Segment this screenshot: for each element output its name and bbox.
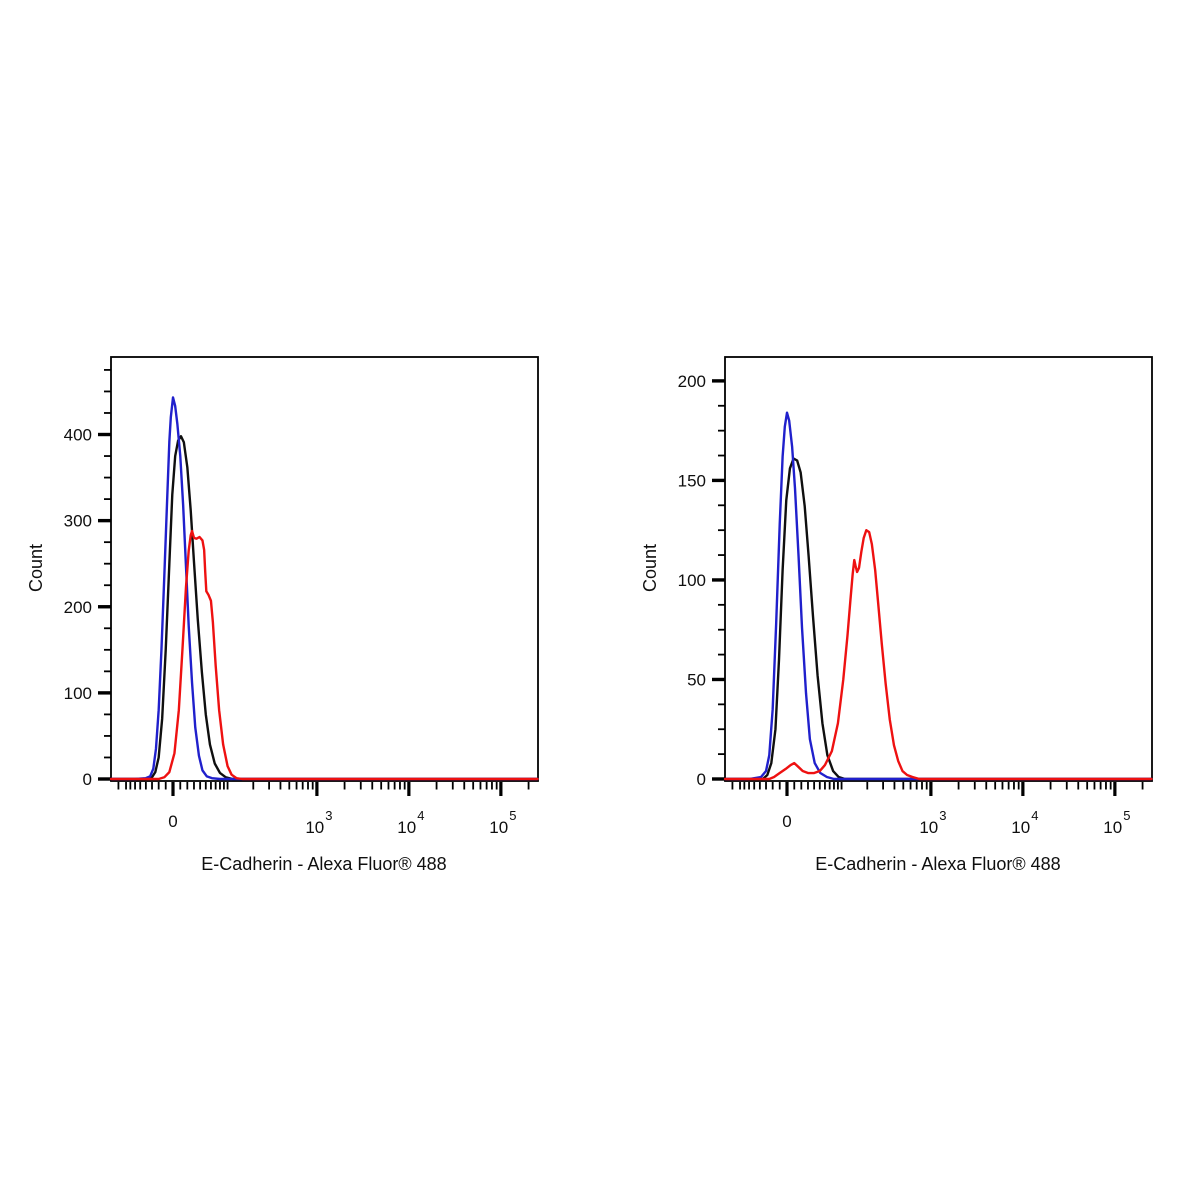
generated-plot-elements: 0 100 200 300 400 0 103 104 105 0 50 100 150 200 0 103 1… <box>64 356 1153 837</box>
x-tick-label: 0 <box>168 812 177 831</box>
y-tick-label: 150 <box>678 471 706 490</box>
y-tick-label: 50 <box>687 670 706 689</box>
y-tick-label: 400 <box>64 426 92 445</box>
axis-titles: Count E-Cadherin - Alexa Fluor® 488 Coun… <box>26 544 1061 874</box>
series-red-curve <box>109 529 539 781</box>
series-black-curve <box>109 435 539 781</box>
y-tick-label: 100 <box>678 571 706 590</box>
left-x-axis-title: E-Cadherin - Alexa Fluor® 488 <box>201 854 446 874</box>
y-tick-label: 200 <box>64 598 92 617</box>
plot-frame <box>724 356 1153 782</box>
y-tick-label: 300 <box>64 512 92 531</box>
series-blue-curve <box>109 396 539 781</box>
series-black-curve <box>723 457 1153 781</box>
plot-frame <box>110 356 539 782</box>
series-red-curve <box>723 528 1153 781</box>
y-tick-label: 100 <box>64 684 92 703</box>
left-y-axis-title: Count <box>26 544 46 592</box>
y-tick-label: 200 <box>678 372 706 391</box>
x-tick-label: 104 <box>1011 808 1038 837</box>
right-plot: 0 50 100 150 200 0 103 104 105 <box>678 356 1153 837</box>
right-x-axis-title: E-Cadherin - Alexa Fluor® 488 <box>815 854 1060 874</box>
x-tick-label: 0 <box>782 812 791 831</box>
x-tick-label: 104 <box>397 808 424 837</box>
left-plot: 0 100 200 300 400 0 103 104 105 <box>64 356 539 837</box>
y-tick-label: 0 <box>697 770 706 789</box>
x-tick-label: 103 <box>919 808 946 837</box>
y-tick-label: 0 <box>83 770 92 789</box>
right-y-axis-title: Count <box>640 544 660 592</box>
series-blue-curve <box>723 411 1153 781</box>
x-tick-label: 103 <box>305 808 332 837</box>
x-tick-label: 105 <box>1103 808 1130 837</box>
x-tick-label: 105 <box>489 808 516 837</box>
